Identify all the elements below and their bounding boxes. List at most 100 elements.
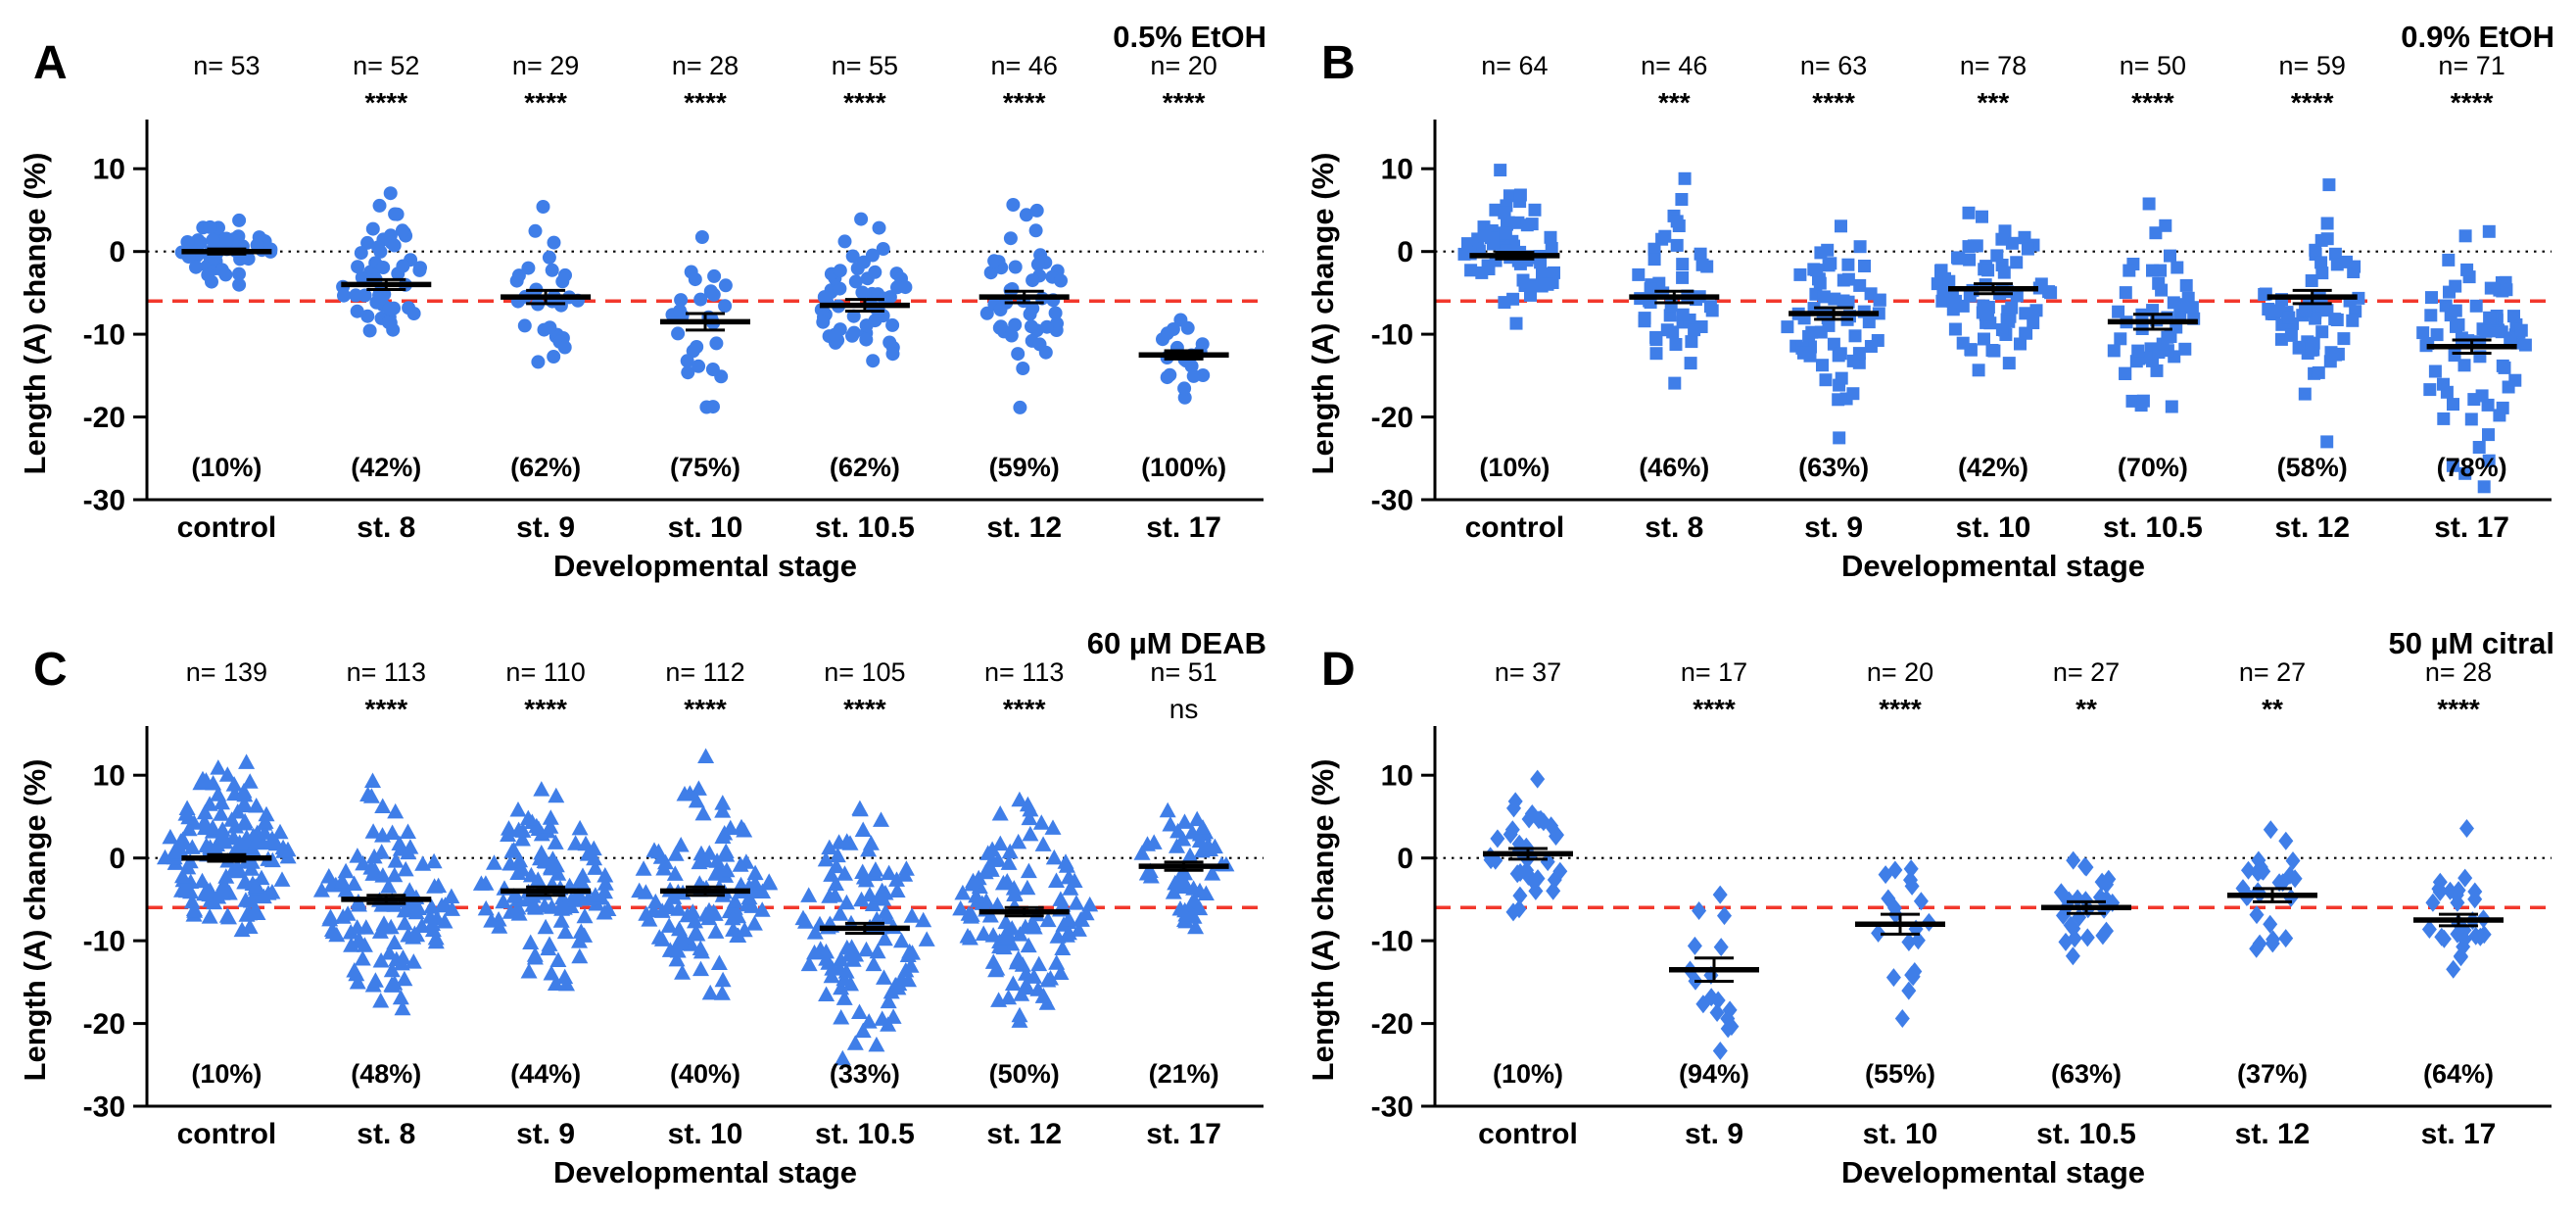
triangle-marker-point [1000, 989, 1018, 1005]
x-axis-title: Developmental stage [553, 1155, 857, 1189]
diamond-marker-point [2249, 905, 2265, 925]
triangle-marker-point [537, 918, 554, 935]
triangle-marker-point [424, 915, 441, 931]
significance-label: **** [843, 87, 886, 118]
diamond-marker-point [2467, 890, 2483, 909]
square-marker-point [2159, 218, 2172, 232]
mean-sem-bar [2041, 899, 2131, 915]
triangle-marker-point [364, 823, 382, 839]
square-marker-point [1660, 323, 1674, 337]
circle-marker-point [681, 365, 695, 380]
square-marker-point [1797, 346, 1810, 360]
triangle-marker-point [854, 863, 872, 879]
square-marker-point [1545, 242, 1558, 255]
square-marker-point [1948, 322, 1962, 336]
circle-marker-point [718, 278, 733, 293]
triangle-marker-point [405, 953, 422, 969]
triangle-marker-point [337, 862, 355, 879]
triangle-marker-point [717, 843, 735, 858]
significance-label: **** [684, 694, 727, 724]
square-marker-point [2164, 330, 2177, 343]
triangle-marker-point [1049, 928, 1067, 944]
triangle-marker-point [1003, 920, 1021, 936]
scatter-column-st.-12 [979, 198, 1068, 414]
square-marker-point [1853, 278, 1867, 292]
triangle-marker-point [558, 975, 575, 992]
triangle-marker-point [968, 887, 985, 903]
square-marker-point [1461, 237, 1474, 251]
circle-marker-point [1029, 203, 1044, 218]
square-marker-point [1649, 347, 1663, 361]
square-marker-point [2464, 412, 2478, 426]
circle-marker-point [1003, 231, 1018, 246]
triangle-marker-point [401, 882, 418, 898]
square-marker-point [2027, 316, 2040, 329]
n-count-label: n= 29 [512, 51, 579, 80]
condition-title: 0.5% EtOH [1113, 20, 1266, 54]
mean-sem-bar [1483, 847, 1573, 861]
triangle-marker-point [210, 889, 227, 904]
circle-marker-point [718, 299, 733, 314]
triangle-marker-point [994, 874, 1012, 891]
circle-marker-point [203, 219, 217, 234]
square-marker-point [2514, 323, 2528, 337]
square-marker-point [2149, 226, 2163, 240]
significance-label: **** [684, 87, 727, 118]
triangle-marker-point [177, 805, 195, 821]
triangle-marker-point [650, 929, 668, 945]
significance-label: *** [1658, 87, 1691, 118]
triangle-marker-point [1034, 836, 1052, 851]
triangle-marker-point [533, 781, 550, 797]
square-marker-point [2014, 337, 2027, 351]
square-marker-point [1846, 387, 1860, 401]
triangle-marker-point [505, 888, 523, 903]
circle-marker-point [365, 221, 380, 236]
percent-affected-label: (62%) [510, 453, 581, 482]
y-tick-label: -20 [83, 402, 125, 434]
diamond-marker-point [1505, 902, 1521, 922]
mean-sem-bar [978, 289, 1070, 305]
square-marker-point [2482, 224, 2496, 238]
square-marker-point [2171, 261, 2184, 274]
square-marker-point [1835, 371, 1848, 385]
circle-marker-point [412, 263, 427, 277]
triangle-marker-point [556, 968, 574, 985]
triangle-marker-point [635, 860, 652, 876]
circle-marker-point [193, 235, 208, 250]
triangle-marker-point [381, 945, 399, 960]
circle-marker-point [868, 265, 883, 279]
diamond-marker-point [2431, 879, 2447, 898]
mean-sem-bar [660, 312, 750, 332]
square-marker-point [1805, 325, 1819, 339]
triangle-marker-point [897, 961, 915, 978]
triangle-marker-point [838, 833, 856, 849]
circle-marker-point [706, 400, 720, 414]
category-tick-label: st. 8 [1645, 511, 1703, 544]
panel-chart-b: n= 64 (10%) control n= 46 *** (46%) st. 8 n= 63… [1306, 20, 2554, 583]
triangle-marker-point [707, 923, 725, 939]
significance-label: **** [1693, 694, 1736, 724]
square-marker-point [2416, 326, 2430, 340]
square-marker-point [2114, 332, 2127, 346]
mean-sem-bar [501, 288, 592, 306]
mean-sem-bar [1629, 289, 1720, 305]
circle-marker-point [543, 320, 557, 335]
triangle-marker-point [547, 834, 564, 849]
diamond-marker-point [2425, 893, 2441, 912]
percent-affected-label: (10%) [1493, 1059, 1563, 1089]
triangle-marker-point [238, 853, 256, 869]
triangle-marker-point [565, 892, 583, 907]
triangle-marker-point [214, 794, 230, 810]
square-marker-point [1499, 226, 1512, 240]
circle-marker-point [553, 298, 568, 313]
circle-marker-point [349, 288, 363, 303]
triangle-marker-point [915, 911, 932, 928]
circle-marker-point [521, 261, 536, 275]
category-tick-label: st. 8 [357, 1118, 415, 1150]
triangle-marker-point [889, 979, 907, 995]
triangle-marker-point [393, 954, 410, 971]
circle-marker-point [558, 267, 572, 282]
triangle-marker-point [210, 759, 227, 775]
square-marker-point [2320, 304, 2334, 317]
square-marker-point [2484, 281, 2498, 295]
